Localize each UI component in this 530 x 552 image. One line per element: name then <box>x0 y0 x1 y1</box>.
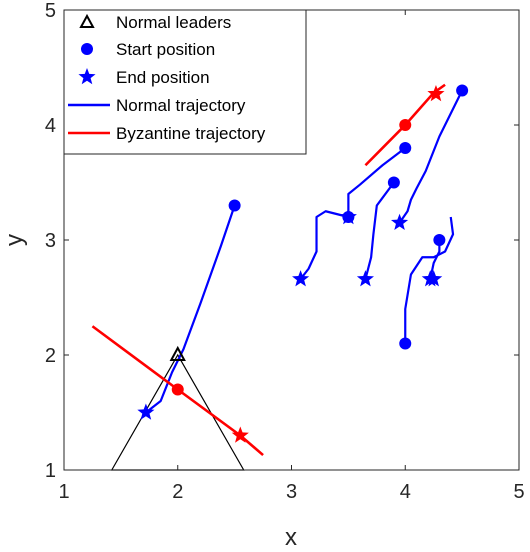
x-axis-label: x <box>285 524 297 551</box>
y-tick-label-1: 1 <box>45 460 56 482</box>
leader-formation-triangle <box>110 353 245 471</box>
legend: Normal leaders Start position End position… <box>63 9 307 155</box>
y-tick-label-4: 4 <box>45 115 56 137</box>
normal-end-point-5 <box>356 270 374 287</box>
byzantine-trajectory-1 <box>91 325 264 457</box>
legend-swatch-end-position <box>78 68 96 85</box>
normal-trajectory-6 <box>404 216 455 344</box>
legend-box <box>63 9 307 155</box>
normal-trajectory-1 <box>145 205 236 414</box>
normal-trajectory-5 <box>364 181 395 280</box>
normal-trajectory-2 <box>398 90 464 224</box>
byzantine-start-point-2 <box>399 119 412 131</box>
legend-label-byzantine-trajectory: Byzantine trajectory <box>116 124 266 143</box>
x-tick-label-2: 2 <box>172 481 183 503</box>
data-layer <box>91 83 469 471</box>
legend-swatch-start-position <box>81 43 93 55</box>
normal-start-point-7 <box>433 234 446 246</box>
x-tick-label-3: 3 <box>286 481 297 503</box>
normal-end-point-4 <box>292 270 310 287</box>
normal-start-point-2 <box>456 84 469 97</box>
legend-label-start-position: Start position <box>116 40 215 59</box>
normal-trajectory-3 <box>347 147 406 217</box>
legend-label-normal-leaders: Normal leaders <box>116 13 231 32</box>
tick-labels: 1 2 3 4 5 1 2 3 4 5 <box>45 0 525 503</box>
byzantine-trajectory-2 <box>364 83 446 167</box>
normal-start-point-3 <box>399 142 412 154</box>
legend-label-end-position: End position <box>116 68 210 87</box>
byzantine-start-point-1 <box>171 383 184 396</box>
y-tick-label-2: 2 <box>45 345 56 367</box>
normal-start-point-5 <box>387 176 400 189</box>
normal-end-point-2 <box>391 213 409 231</box>
normal-trajectory-4 <box>299 210 349 280</box>
x-tick-label-4: 4 <box>400 481 411 503</box>
y-tick-label-3: 3 <box>45 230 56 252</box>
y-tick-label-5: 5 <box>45 0 56 22</box>
normal-leader-marker <box>169 345 186 361</box>
x-tick-label-1: 1 <box>58 481 69 503</box>
legend-label-normal-trajectory: Normal trajectory <box>116 96 246 115</box>
normal-start-point-1 <box>228 199 241 212</box>
byzantine-end-point-2 <box>427 84 445 102</box>
normal-end-point-1 <box>137 403 155 420</box>
byzantine-end-point-1 <box>231 426 249 443</box>
normal-start-point-6 <box>399 337 412 350</box>
normal-start-point-4 <box>342 211 355 223</box>
legend-swatch-normal-leaders <box>79 13 95 28</box>
y-axis-label: y <box>1 234 28 246</box>
x-tick-label-5: 5 <box>513 481 524 503</box>
normal-end-point-7 <box>421 270 439 287</box>
